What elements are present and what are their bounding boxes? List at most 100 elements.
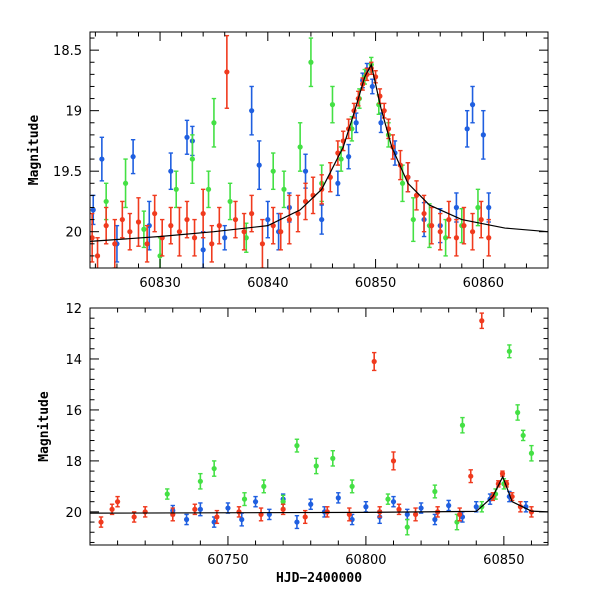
data-point [475,204,481,211]
data-point [90,235,95,241]
data-point [243,235,249,241]
plot-frame [89,31,549,269]
data-point [453,235,459,241]
data-point [168,223,174,229]
data-point [468,473,474,479]
data-point [214,514,220,520]
data-point [176,229,183,235]
y-tick-label: 18 [65,455,82,470]
data-point [211,465,217,472]
data-point [457,511,463,518]
data-point [280,499,286,505]
data-point [338,156,344,162]
y-tick-label: 18.5 [53,44,82,59]
data-point [404,511,410,518]
data-point [378,120,384,126]
data-point [399,180,406,186]
data-point [418,505,424,511]
data-point [324,509,330,515]
data-point [335,180,341,186]
data-point [249,210,255,217]
data-point [127,229,133,235]
data-point [141,226,147,232]
top-panel-zoom: 60830 60840 60850 60860 18.5 19 19.5 20 Magnitud… [27,31,549,291]
y-tick-label: 14 [65,353,82,368]
data-point [103,198,109,205]
data-point [528,450,535,456]
x-tick-label: 60860 [463,276,504,291]
data-point [405,174,411,180]
data-point [225,505,231,511]
y-axis-title: Magnitude [27,115,42,186]
data-point [241,229,247,235]
y-tick-label: 20 [65,226,82,241]
data-point [319,216,325,223]
x-tick-label: 60750 [207,553,248,568]
data-point [429,223,435,229]
y-tick-label: 19 [65,105,82,120]
data-point [390,458,397,464]
data-point [515,409,521,416]
data-point [224,69,230,75]
data-point [256,162,262,168]
data-point [302,514,308,520]
data-point [446,216,452,223]
data-point [152,210,158,217]
data-point [98,519,104,525]
data-point [308,59,314,65]
plot-area [90,34,548,268]
data-point [227,198,233,205]
data-point [313,463,319,469]
data-point [184,134,190,140]
data-point [200,210,206,217]
data-point [479,318,485,324]
data-point [94,253,101,259]
data-point [499,471,506,477]
data-point [369,83,375,90]
data-point [119,216,125,223]
data-point [520,432,526,439]
data-point [197,478,203,484]
y-tick-label: 20 [65,506,82,521]
data-point [173,186,179,192]
data-point [437,229,443,235]
data-point [302,168,309,174]
data-point [131,514,137,520]
x-tick-label: 60850 [483,553,524,568]
data-point [385,496,391,502]
data-point [371,358,377,365]
data-point [200,247,206,253]
data-point [353,120,359,126]
data-point [486,204,492,211]
data-point [164,491,170,497]
data-point [280,506,286,512]
data-point [363,504,369,510]
data-point [410,216,416,223]
x-tick-label: 60850 [355,276,396,291]
data-point [335,495,341,501]
bottom-panel-full: 60750 60800 60850 12 14 16 18 20 Magnitude HJD−24… [37,302,549,586]
data-point [404,524,410,530]
data-point [130,154,136,160]
data-point [286,216,292,223]
y-tick-label: 19.5 [53,165,82,180]
data-point [349,483,355,489]
data-point [270,168,276,174]
data-point [265,216,271,223]
data-point [259,241,266,247]
data-point [90,207,96,213]
data-point [99,156,105,162]
plot-frame [89,307,549,546]
data-point [252,499,259,505]
data-point [329,102,336,108]
data-point [261,483,267,489]
data-point [381,108,387,114]
data-point [308,501,314,507]
data-point [346,511,352,518]
data-point [473,504,479,510]
data-point [236,509,242,515]
data-point [432,516,438,523]
data-point [294,443,300,449]
data-point [184,216,190,223]
